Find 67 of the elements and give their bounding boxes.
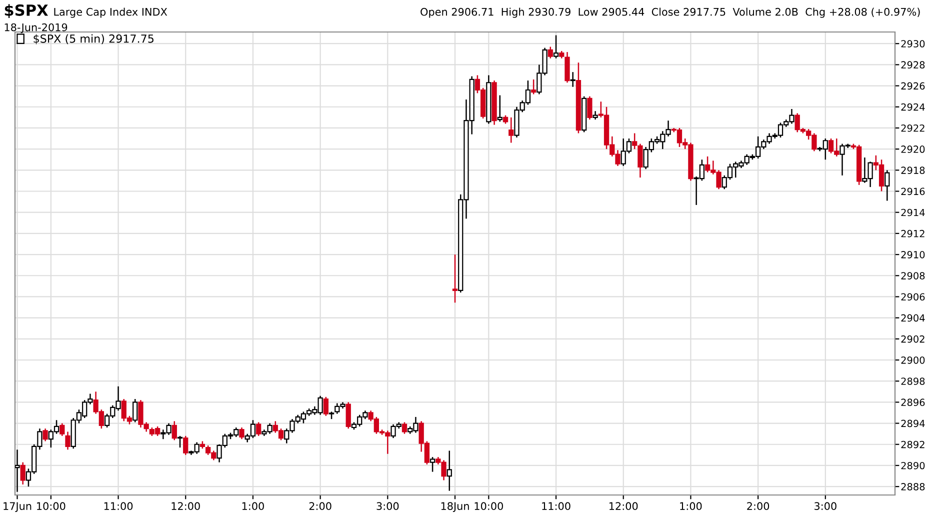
- candlestick: [402, 422, 408, 434]
- candlestick: [570, 71, 576, 88]
- x-tick-label: 18Jun: [441, 502, 469, 512]
- legend-label: $SPX (5 min) 2917.75: [34, 34, 154, 44]
- y-tick-label: 2898: [901, 378, 925, 385]
- x-tick-label: 3:00: [814, 502, 836, 510]
- x-tick-label: 1:00: [242, 502, 264, 510]
- y-tick-label: 2922: [901, 124, 924, 132]
- candlestick: [553, 34, 559, 59]
- y-tick-label: 2896: [901, 398, 925, 406]
- y-tick-label: 2910: [901, 251, 925, 258]
- candlestick: [177, 435, 183, 448]
- x-tick-label: 12:00: [172, 502, 200, 510]
- candlestick: [530, 78, 536, 95]
- candlestick: [446, 450, 452, 492]
- candlestick: [20, 462, 26, 486]
- x-tick-label: 10:00: [37, 502, 66, 510]
- candlestick: [323, 396, 328, 417]
- candlestick: [346, 402, 351, 430]
- candlestick: [508, 116, 514, 144]
- y-tick-label: 2930: [901, 40, 925, 48]
- y-tick-label: 2914: [901, 208, 925, 216]
- candlestick: [172, 420, 177, 441]
- y-tick-label: 2888: [901, 483, 925, 490]
- y-tick-label: 2926: [901, 82, 925, 90]
- y-tick-label: 2928: [901, 61, 925, 69]
- x-tick-label: 3:00: [376, 502, 399, 510]
- candlestick: [430, 456, 436, 472]
- y-tick-label: 2894: [901, 420, 925, 428]
- candlestick: [15, 449, 20, 492]
- x-tick-label: 2:00: [309, 502, 332, 510]
- y-tick-label: 2916: [901, 188, 925, 196]
- candlestick: [239, 426, 244, 440]
- chart-subtitle: Large Cap Index INDX: [54, 8, 168, 18]
- candlestick: [884, 170, 890, 202]
- candlestick: [548, 46, 553, 59]
- candlestick: [256, 422, 262, 437]
- y-tick-label: 2920: [901, 146, 925, 153]
- candlestick: [65, 431, 70, 450]
- x-tick-label: 1:00: [680, 502, 702, 510]
- text: Open 2906.71 High 2930.79 Low 2905.44 Close 2917.75 Volume 2.0B Chg +28.08 (+0.97%): [420, 8, 920, 18]
- candlestick: [42, 428, 48, 442]
- candlestick: [587, 96, 592, 120]
- x-tick-label: 12:00: [610, 502, 638, 510]
- candlestick: [132, 398, 138, 423]
- y-tick-label: 2892: [901, 440, 924, 448]
- x-tick-label: 10:00: [474, 502, 503, 510]
- candlestick: [497, 94, 502, 122]
- candlestick: [452, 254, 458, 304]
- y-tick-label: 2912: [901, 230, 924, 238]
- chart-title: $SPX: [4, 4, 48, 18]
- y-tick-label: 2890: [901, 462, 925, 470]
- y-tick-label: 2906: [901, 293, 925, 301]
- y-tick-label: 2900: [901, 356, 925, 364]
- y-tick-label: 2904: [901, 314, 925, 322]
- candlestick: [564, 51, 570, 84]
- y-tick-label: 2908: [901, 272, 925, 280]
- y-tick-label: 2918: [901, 166, 925, 174]
- candlestick: [60, 422, 65, 437]
- x-tick-label: 11:00: [542, 502, 570, 510]
- x-tick-label: 11:00: [104, 502, 133, 510]
- annotation: 18-Jun-2019: [4, 23, 68, 34]
- y-tick-label: 2924: [901, 103, 925, 111]
- y-tick-label: 2902: [901, 335, 924, 343]
- x-tick-label: 17Jun: [4, 502, 32, 512]
- x-tick-label: 2:00: [747, 502, 770, 510]
- candlestick: [183, 435, 188, 456]
